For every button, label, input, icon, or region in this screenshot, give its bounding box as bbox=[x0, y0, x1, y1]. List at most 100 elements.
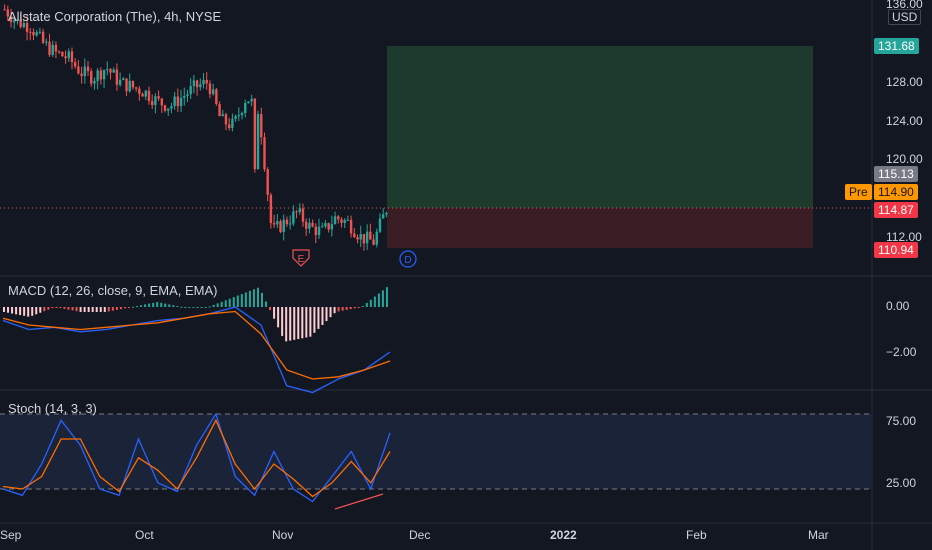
macd-line bbox=[2, 306, 391, 394]
candle-body bbox=[189, 86, 192, 95]
candle-body bbox=[131, 80, 135, 88]
macd-histogram-bar bbox=[184, 307, 187, 308]
candle-body bbox=[263, 137, 266, 170]
candle-body bbox=[102, 70, 106, 80]
macd-histogram-bar bbox=[7, 307, 10, 313]
candle-body bbox=[237, 115, 241, 117]
candle-body bbox=[144, 90, 147, 97]
macd-histogram-bar bbox=[216, 303, 219, 307]
macd-histogram-bar bbox=[188, 307, 191, 308]
macd-pane[interactable] bbox=[2, 287, 391, 394]
stoch-pane[interactable] bbox=[0, 412, 872, 510]
candle-body bbox=[256, 114, 260, 170]
candle-body bbox=[112, 69, 115, 73]
macd-histogram-bar bbox=[244, 292, 247, 307]
candle-body bbox=[311, 222, 314, 227]
macd-histogram-bar bbox=[301, 307, 304, 339]
candle-body bbox=[244, 103, 247, 113]
candle-body bbox=[48, 41, 51, 55]
candle-body bbox=[9, 16, 13, 23]
candle-body bbox=[176, 96, 180, 107]
macd-histogram-bar bbox=[99, 307, 102, 312]
candle-body bbox=[96, 70, 99, 82]
candle-body bbox=[346, 219, 350, 221]
macd-histogram-bar bbox=[212, 304, 215, 307]
macd-histogram-bar bbox=[252, 289, 255, 307]
time-label-nov: Nov bbox=[272, 528, 294, 542]
macd-histogram-bar bbox=[132, 306, 134, 308]
candle-body bbox=[22, 22, 26, 28]
macd-histogram-bar bbox=[83, 307, 86, 312]
candle-body bbox=[266, 169, 269, 195]
candle-body bbox=[93, 81, 96, 84]
candle-body bbox=[202, 79, 205, 85]
candle-body bbox=[285, 219, 289, 225]
candle-body bbox=[179, 97, 183, 107]
macd-histogram-bar bbox=[79, 307, 82, 312]
candle-body bbox=[13, 20, 16, 23]
candle-body bbox=[67, 51, 70, 59]
macd-histogram-bar bbox=[256, 287, 259, 307]
macd-histogram-bar bbox=[313, 307, 316, 333]
candle-body bbox=[301, 208, 305, 222]
price-tick-4: 112.00 bbox=[886, 230, 922, 244]
macd-histogram-bar bbox=[317, 307, 320, 329]
macd-histogram-bar bbox=[192, 307, 195, 308]
macd-histogram-bar bbox=[281, 307, 284, 336]
macd-histogram-bar bbox=[289, 307, 292, 341]
time-label-oct: Oct bbox=[135, 528, 154, 542]
stoch-title[interactable]: Stoch (14, 3, 3) bbox=[8, 401, 97, 416]
candles-group bbox=[3, 4, 388, 251]
candle-body bbox=[224, 114, 228, 125]
pre-market-tag: Pre bbox=[845, 184, 872, 200]
macd-histogram-bar bbox=[160, 302, 163, 307]
macd-histogram-bar bbox=[232, 297, 235, 307]
currency-label[interactable]: USD bbox=[888, 9, 922, 25]
candle-body bbox=[16, 19, 19, 21]
macd-histogram-bar bbox=[265, 301, 268, 307]
macd-histogram-bar bbox=[248, 290, 251, 307]
time-label-feb: Feb bbox=[686, 528, 707, 542]
candle-body bbox=[317, 226, 321, 236]
candle-body bbox=[54, 44, 58, 52]
candle-body bbox=[327, 223, 330, 230]
candle-body bbox=[99, 70, 103, 80]
macd-histogram-bar bbox=[329, 307, 332, 318]
macd-histogram-bar bbox=[236, 295, 239, 307]
macd-histogram-bar bbox=[119, 307, 122, 310]
profit-zone bbox=[387, 46, 813, 208]
earnings-marker[interactable]: E bbox=[292, 249, 310, 267]
stoch-d-line bbox=[2, 418, 391, 498]
candle-body bbox=[45, 41, 48, 43]
price-pane[interactable] bbox=[0, 4, 872, 251]
macd-histogram-bar bbox=[224, 300, 227, 307]
macd-histogram-bar bbox=[240, 293, 243, 307]
time-label-mar: Mar bbox=[808, 528, 829, 542]
macd-histogram-bar bbox=[341, 307, 344, 311]
candle-body bbox=[221, 114, 224, 117]
time-label-2022: 2022 bbox=[550, 528, 577, 542]
macd-signal-line bbox=[2, 310, 391, 380]
candle-body bbox=[359, 234, 362, 240]
candle-body bbox=[186, 94, 189, 97]
macd-histogram-bar bbox=[136, 305, 139, 307]
candle-body bbox=[61, 51, 64, 57]
symbol-title[interactable]: Allstate Corporation (The), 4h, NYSE bbox=[8, 9, 222, 24]
candle-body bbox=[6, 9, 10, 17]
candle-body bbox=[304, 221, 308, 229]
macd-histogram-bar bbox=[11, 307, 14, 314]
macd-histogram-bar bbox=[152, 302, 155, 307]
candle-body bbox=[365, 231, 369, 244]
candle-body bbox=[240, 112, 244, 116]
earnings-marker-label: E bbox=[298, 254, 305, 265]
candle-body bbox=[260, 114, 263, 138]
macd-histogram-bar bbox=[3, 307, 5, 312]
dividend-marker[interactable]: D bbox=[399, 250, 417, 268]
macd-histogram-bar bbox=[168, 304, 171, 307]
macd-histogram-bar bbox=[309, 307, 312, 337]
candle-body bbox=[375, 231, 378, 245]
candle-body bbox=[138, 88, 141, 94]
candle-body bbox=[288, 223, 292, 225]
macd-title[interactable]: MACD (12, 26, close, 9, EMA, EMA) bbox=[8, 283, 218, 298]
